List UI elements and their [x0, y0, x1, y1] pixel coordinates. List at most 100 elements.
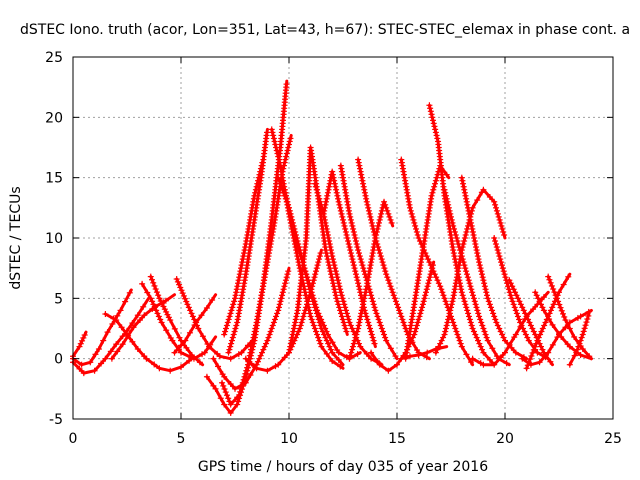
data-point — [383, 337, 390, 344]
data-point — [524, 362, 531, 369]
data-point — [312, 183, 319, 190]
data-point — [354, 244, 361, 251]
series-arc — [139, 280, 218, 362]
data-point — [368, 216, 375, 223]
data-point — [450, 247, 457, 254]
data-point — [442, 328, 449, 335]
data-point — [440, 292, 447, 299]
data-point — [203, 373, 210, 380]
data-point — [510, 301, 517, 308]
data-point — [281, 354, 288, 361]
data-point — [411, 219, 418, 226]
data-point — [282, 189, 289, 196]
data-point — [413, 325, 420, 332]
data-point — [355, 250, 362, 257]
data-point — [273, 313, 280, 320]
data-point — [349, 325, 356, 332]
data-point — [228, 307, 235, 314]
data-point — [533, 340, 540, 347]
data-point — [335, 301, 342, 308]
data-point — [419, 304, 426, 311]
data-point — [514, 295, 521, 302]
data-point — [287, 210, 294, 217]
data-point — [584, 316, 591, 323]
data-point — [431, 123, 438, 130]
data-point — [76, 343, 83, 350]
data-point — [530, 328, 537, 335]
data-point — [344, 235, 351, 241]
data-point — [363, 350, 370, 357]
data-point — [394, 361, 400, 368]
data-point — [331, 177, 338, 184]
data-point — [206, 343, 213, 350]
data-point — [315, 192, 322, 199]
data-point — [493, 244, 500, 251]
series-arc — [566, 311, 592, 368]
data-point — [423, 286, 430, 293]
data-point — [275, 304, 282, 311]
data-point — [357, 289, 364, 296]
data-point — [254, 180, 261, 187]
data-point — [461, 238, 468, 245]
data-point — [496, 253, 503, 260]
data-point — [130, 324, 137, 331]
data-point — [259, 159, 266, 166]
data-point — [252, 325, 259, 332]
data-point — [382, 201, 389, 208]
data-point — [324, 189, 331, 196]
data-point — [392, 353, 399, 360]
data-point — [541, 322, 548, 329]
data-point — [374, 313, 381, 320]
data-point — [342, 325, 349, 332]
data-point — [476, 262, 483, 269]
data-point — [571, 333, 578, 340]
data-point — [233, 322, 240, 329]
data-point — [354, 328, 361, 335]
data-point — [284, 147, 291, 154]
data-point — [495, 250, 502, 257]
data-point — [280, 286, 287, 293]
data-point — [519, 355, 526, 362]
data-point — [461, 298, 468, 305]
data-point — [220, 382, 227, 389]
data-point — [355, 280, 362, 287]
data-point — [445, 201, 452, 208]
data-point — [468, 286, 475, 293]
data-point — [362, 289, 369, 296]
data-point — [526, 359, 532, 366]
data-point — [325, 235, 332, 241]
data-point — [215, 363, 222, 370]
data-point — [186, 357, 193, 364]
data-point — [550, 286, 557, 293]
data-point — [424, 283, 431, 290]
data-point — [149, 298, 156, 305]
data-point — [326, 262, 333, 269]
data-point — [582, 322, 589, 329]
data-point — [483, 289, 490, 296]
data-point — [92, 351, 99, 358]
data-point — [329, 277, 336, 284]
data-point — [285, 204, 292, 211]
data-point — [357, 168, 364, 175]
data-point — [538, 343, 544, 350]
data-point — [339, 213, 346, 220]
data-point — [231, 328, 238, 335]
data-point — [549, 341, 556, 348]
data-point — [471, 298, 478, 305]
data-point — [286, 207, 293, 214]
data-point — [275, 156, 282, 163]
data-point — [223, 322, 230, 329]
data-point — [378, 256, 385, 263]
data-point — [232, 325, 239, 332]
data-point — [326, 238, 333, 245]
data-point — [360, 265, 367, 272]
data-point — [365, 207, 372, 214]
data-point — [223, 325, 229, 332]
data-point — [209, 297, 216, 304]
data-point — [296, 247, 303, 254]
data-point — [143, 355, 150, 362]
data-point — [235, 398, 242, 405]
data-point — [183, 344, 190, 351]
series-arc — [532, 289, 593, 361]
data-point — [461, 186, 468, 193]
